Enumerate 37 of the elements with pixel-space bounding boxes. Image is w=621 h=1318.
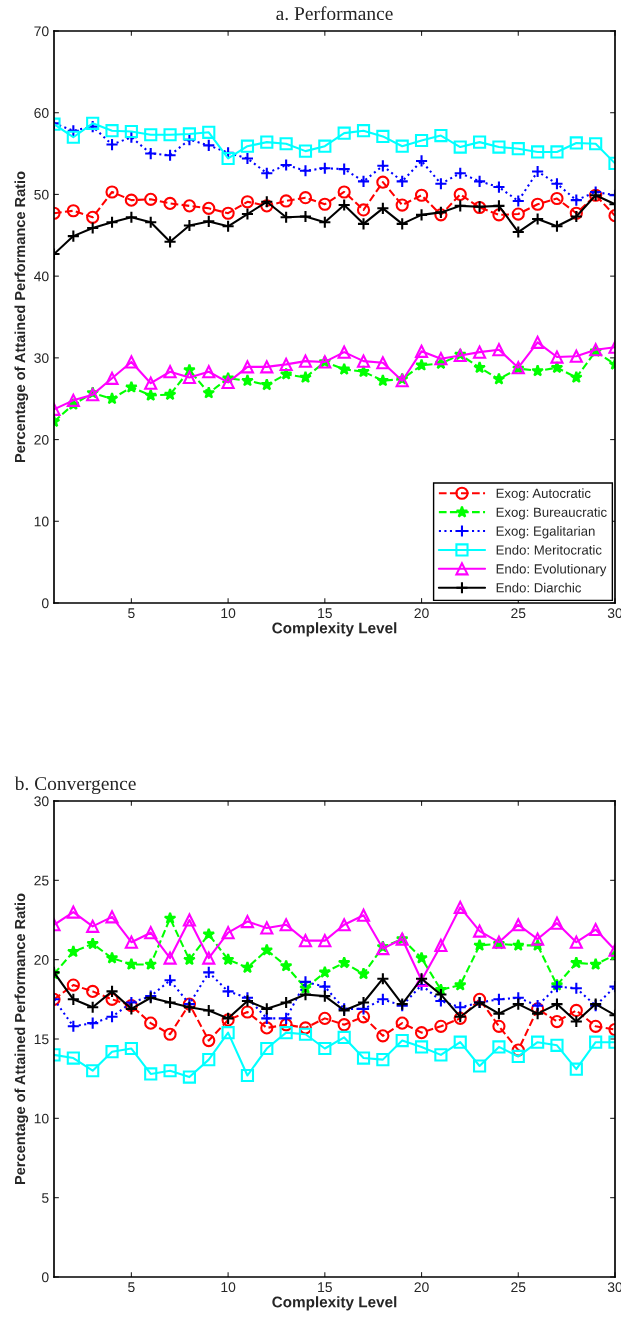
x-tick-label: 25: [511, 608, 526, 619]
legend-label: Endo: Evolutionary: [496, 563, 607, 577]
legend-label: Exog: Bureaucratic: [496, 507, 607, 520]
y-tick-label: 30: [34, 353, 49, 364]
y-tick-label: 70: [34, 26, 49, 37]
x-tick-label: 5: [128, 1282, 135, 1293]
y-tick-label: 25: [34, 875, 49, 886]
x-tick-label: 25: [511, 1282, 526, 1293]
y-tick-label: 30: [34, 796, 49, 807]
y-tick-label: 40: [34, 271, 49, 282]
y-tick-label: 20: [34, 955, 49, 965]
x-tick-label: 15: [318, 1282, 332, 1293]
x-tick-label: 20: [414, 1282, 429, 1293]
x-tick-label: 5: [128, 608, 135, 619]
x-tick-label: 20: [414, 608, 429, 619]
legend-label: Exog: Egalitarian: [496, 526, 595, 539]
legend-label: Endo: Meritocratic: [496, 544, 602, 555]
chart-title: b. Convergence: [14, 776, 136, 795]
y-tick-label: 20: [34, 434, 49, 445]
y-tick-label: 15: [34, 1034, 49, 1045]
y-tick-label: 0: [41, 598, 49, 609]
legend-label: Endo: Diarchic: [496, 582, 582, 593]
x-axis-title: Complexity Level: [272, 622, 397, 637]
chart-title: a. Performance: [276, 6, 393, 21]
y-tick-label: 10: [34, 1113, 49, 1124]
x-tick-label: 10: [221, 608, 236, 619]
y-tick-label: 10: [34, 516, 49, 527]
y-tick-label: 5: [41, 1193, 49, 1203]
y-tick-label: 60: [34, 108, 49, 118]
y-axis-title: Percentage of Attained Performance Ratio: [14, 893, 29, 1185]
legend-label: Exog: Autocratic: [496, 488, 591, 501]
y-tick-label: 50: [34, 189, 49, 200]
y-axis-title: Percentage of Attained Performance Ratio: [14, 171, 29, 463]
x-tick-label: 15: [318, 608, 332, 619]
y-tick-label: 0: [41, 1272, 49, 1283]
x-axis-title: Complexity Level: [272, 1296, 397, 1311]
x-tick-label: 10: [221, 1282, 236, 1293]
